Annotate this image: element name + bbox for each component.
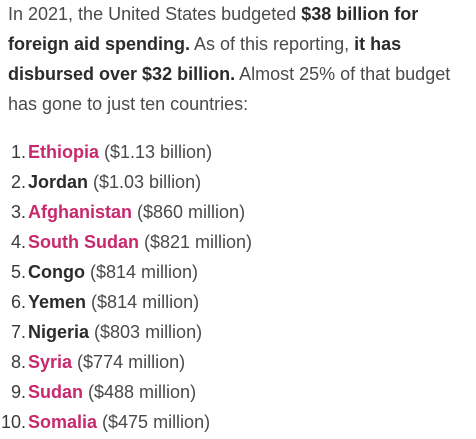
list-number: 4. <box>10 232 26 252</box>
list-item: 4. South Sudan ($821 million) <box>0 227 252 257</box>
country-link-afghanistan[interactable]: Afghanistan <box>28 202 133 222</box>
list-number: 10. <box>0 412 26 432</box>
aid-amount: ($1.13 billion) <box>104 142 213 162</box>
list-number: 2. <box>10 172 26 192</box>
list-number: 7. <box>10 322 26 342</box>
list-number: 5. <box>10 262 26 282</box>
aid-amount: ($860 million) <box>137 202 246 222</box>
aid-amount: ($774 million) <box>77 352 186 372</box>
list-item: 6. Yemen ($814 million) <box>0 287 252 317</box>
intro-text-2: As of this reporting, <box>190 34 355 54</box>
intro-bold-disbursed: it has disbursed over $32 billion. <box>8 34 402 84</box>
aid-amount: ($488 million) <box>88 382 197 402</box>
list-number: 8. <box>10 352 26 372</box>
list-item: 2. Jordan ($1.03 billion) <box>0 167 252 197</box>
country-link-south-sudan[interactable]: South Sudan <box>28 232 139 252</box>
aid-amount: ($803 million) <box>94 322 203 342</box>
aid-amount: ($1.03 billion) <box>93 172 202 192</box>
country-name-congo: Congo <box>28 262 85 282</box>
list-number: 1. <box>10 142 26 162</box>
aid-amount: ($814 million) <box>89 262 199 282</box>
aid-amount: ($475 million) <box>102 412 211 432</box>
list-item: 5. Congo ($814 million) <box>0 257 252 287</box>
list-item: 8. Syria ($774 million) <box>0 347 252 377</box>
country-link-sudan[interactable]: Sudan <box>28 382 84 402</box>
aid-amount: ($814 million) <box>91 292 200 312</box>
list-item: 10. Somalia ($475 million) <box>0 407 252 437</box>
country-list: 1. Ethiopia ($1.13 billion) 2. Jordan ($… <box>0 137 252 437</box>
intro-bold-budget: $38 billion for foreign aid spending. <box>8 4 419 54</box>
country-link-ethiopia[interactable]: Ethiopia <box>28 142 99 162</box>
country-link-somalia[interactable]: Somalia <box>28 412 98 432</box>
intro-text-3: Almost 25% of that budget has gone to ju… <box>8 64 451 114</box>
list-item: 9. Sudan ($488 million) <box>0 377 252 407</box>
country-name-jordan: Jordan <box>28 172 89 192</box>
list-number: 9. <box>10 382 26 402</box>
list-item: 7. Nigeria ($803 million) <box>0 317 252 347</box>
country-name-yemen: Yemen <box>28 292 87 312</box>
intro-paragraph: In 2021, the United States budgeted $38 … <box>8 0 470 119</box>
list-number: 3. <box>10 202 26 222</box>
list-number: 6. <box>10 292 26 312</box>
country-name-nigeria: Nigeria <box>28 322 90 342</box>
intro-text-1: In 2021, the United States budgeted <box>8 4 302 24</box>
aid-amount: ($821 million) <box>144 232 253 252</box>
list-item: 3. Afghanistan ($860 million) <box>0 197 252 227</box>
country-link-syria[interactable]: Syria <box>28 352 73 372</box>
list-item: 1. Ethiopia ($1.13 billion) <box>0 137 252 167</box>
